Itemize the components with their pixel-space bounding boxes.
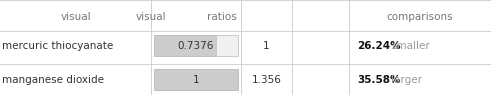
Text: 35.58%: 35.58% <box>357 75 401 85</box>
Bar <box>154 35 216 56</box>
Text: visual: visual <box>136 12 166 22</box>
Text: 0.7376: 0.7376 <box>178 41 214 51</box>
Bar <box>154 69 238 90</box>
Text: 1.356: 1.356 <box>251 75 281 85</box>
Text: 1: 1 <box>263 41 270 51</box>
Text: smaller: smaller <box>391 41 430 51</box>
Text: mercuric thiocyanate: mercuric thiocyanate <box>2 41 114 51</box>
Bar <box>154 35 238 56</box>
Bar <box>154 35 216 56</box>
Text: larger: larger <box>391 75 422 85</box>
Text: 26.24%: 26.24% <box>357 41 401 51</box>
Bar <box>154 69 238 90</box>
Text: visual: visual <box>60 12 91 22</box>
Text: ratios: ratios <box>207 12 237 22</box>
Bar <box>154 69 238 90</box>
Text: comparisons: comparisons <box>386 12 453 22</box>
Text: manganese dioxide: manganese dioxide <box>2 75 105 85</box>
Text: 1: 1 <box>192 75 199 85</box>
